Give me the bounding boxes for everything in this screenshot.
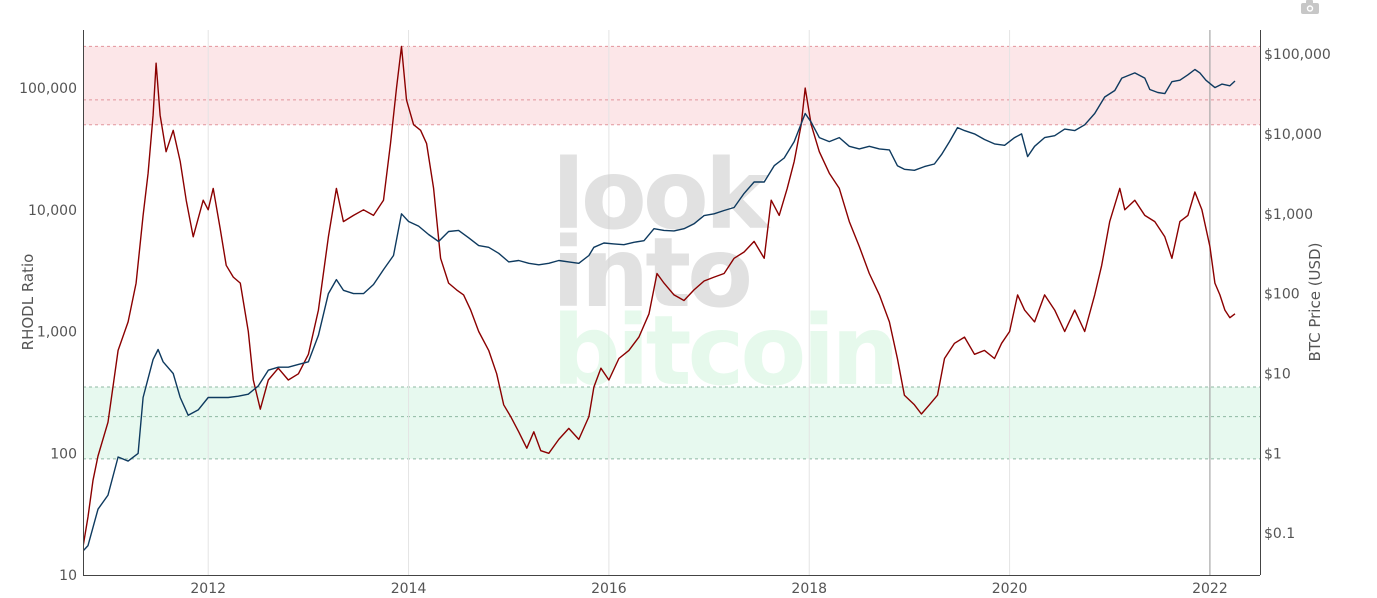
x-tick-label-2014: 2014	[391, 581, 427, 597]
left-tick-label: 1,000	[37, 325, 77, 341]
left-axis-ticks: 10 100 1,000 10,000 100,000	[19, 81, 77, 584]
right-tick-label: $0.1	[1264, 526, 1295, 542]
left-tick-label: 100	[50, 446, 77, 462]
watermark-into: into	[552, 217, 749, 329]
bands-layer	[83, 45, 1260, 460]
x-tick-label-2016: 2016	[591, 581, 627, 597]
band-1	[83, 387, 1260, 459]
x-tick-label-2020: 2020	[992, 581, 1028, 597]
plot-background	[83, 30, 1260, 575]
right-tick-label: $100,000	[1264, 47, 1331, 63]
series-layer	[83, 45, 1236, 552]
watermark-bitcoin: bitcoin	[552, 295, 896, 407]
left-axis-title: RHODL Ratio	[19, 254, 37, 351]
x-tick-label-2018: 2018	[791, 581, 827, 597]
watermark-look: look	[552, 139, 771, 251]
x-tick-label-2022: 2022	[1192, 581, 1228, 597]
grid-layer	[207, 30, 1211, 575]
x-tick-label-2012: 2012	[190, 581, 226, 597]
right-tick-label: $1,000	[1264, 207, 1313, 223]
right-tick-label: $10	[1264, 367, 1291, 383]
right-tick-label: $10,000	[1264, 127, 1322, 143]
right-tick-label: $100	[1264, 287, 1300, 303]
left-tick-label: 10,000	[28, 203, 77, 219]
left-tick-label: 100,000	[19, 81, 77, 97]
watermark: look into bitcoin	[552, 139, 900, 407]
left-tick-label: 10	[59, 568, 77, 584]
series-line-1	[83, 68, 1236, 552]
band-0	[83, 46, 1260, 125]
camera-icon[interactable]	[1301, 0, 1319, 14]
right-tick-label: $1	[1264, 446, 1282, 462]
x-axis-ticks: 2012 2014 2016 2018 2020 2022	[190, 581, 1227, 597]
right-axis-ticks: $0.1 $1 $10 $100 $1,000 $10,000 $100,000	[1264, 47, 1331, 542]
series-line-0	[83, 45, 1236, 548]
right-axis-title: BTC Price (USD)	[1306, 243, 1324, 362]
